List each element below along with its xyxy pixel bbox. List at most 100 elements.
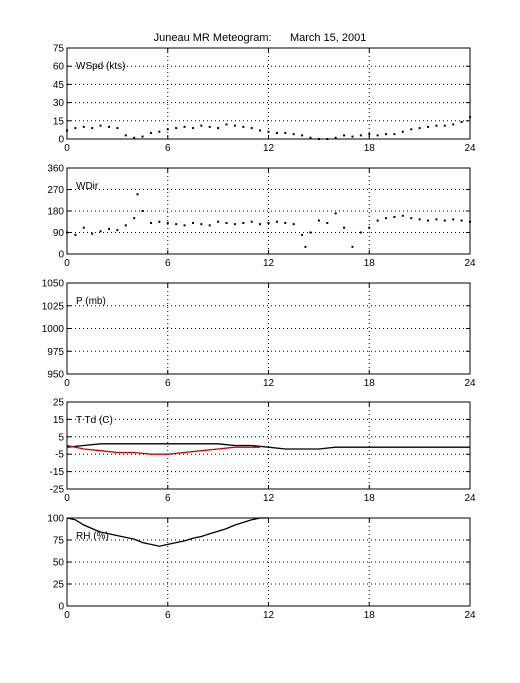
y-tick-label: 180 xyxy=(47,207,64,218)
data-point xyxy=(359,134,362,137)
data-point xyxy=(410,217,413,220)
y-tick-label: 30 xyxy=(53,98,65,109)
data-point xyxy=(376,219,379,222)
y-tick-label: 75 xyxy=(53,536,65,547)
plot-frame xyxy=(66,401,471,490)
data-point xyxy=(200,124,203,127)
panel-label: WDir xyxy=(76,181,99,192)
data-point xyxy=(427,125,430,128)
data-point xyxy=(284,131,287,134)
data-point xyxy=(452,123,455,126)
data-point xyxy=(250,127,253,130)
data-point xyxy=(443,219,446,222)
data-point xyxy=(141,210,144,212)
data-point xyxy=(275,131,278,134)
data-point xyxy=(410,128,413,131)
x-tick-label: 24 xyxy=(464,493,476,504)
data-point xyxy=(343,134,346,137)
data-point xyxy=(183,224,186,227)
data-point xyxy=(116,127,119,130)
data-point xyxy=(191,127,194,130)
data-point xyxy=(225,123,228,126)
data-point xyxy=(368,226,371,229)
x-tick-label: 18 xyxy=(364,258,376,269)
data-point xyxy=(74,233,77,236)
y-tick-label: 0 xyxy=(58,135,64,146)
data-point xyxy=(343,226,346,229)
chart-title: Juneau MR Meteogram: March 15, 2001 xyxy=(153,32,367,44)
data-point xyxy=(317,219,320,222)
data-point xyxy=(107,227,110,230)
data-point xyxy=(385,133,388,136)
panel-1: 0 6 12 18 24 0 90 180 270 360 WDir xyxy=(47,164,476,270)
data-point xyxy=(292,133,295,136)
x-tick-label: 0 xyxy=(64,258,70,269)
x-tick-label: 6 xyxy=(165,493,171,504)
x-tick-label: 12 xyxy=(263,258,275,269)
data-point xyxy=(74,127,77,130)
data-point xyxy=(136,193,139,196)
data-point xyxy=(208,125,211,128)
data-point xyxy=(175,127,178,130)
data-point xyxy=(385,217,388,220)
x-tick-label: 24 xyxy=(464,378,476,389)
x-tick-label: 12 xyxy=(263,378,275,389)
data-point xyxy=(200,223,203,226)
plot-frame xyxy=(66,47,471,140)
data-point xyxy=(124,134,127,137)
y-tick-label: 1000 xyxy=(42,324,65,335)
x-tick-label: 6 xyxy=(165,610,171,621)
data-point xyxy=(368,133,371,136)
y-tick-label: -25 xyxy=(50,485,65,496)
data-point xyxy=(183,125,186,128)
series-line-0 xyxy=(66,517,269,547)
data-point xyxy=(233,223,236,226)
data-point xyxy=(435,124,438,127)
x-tick-label: 12 xyxy=(263,493,275,504)
data-point xyxy=(460,121,463,124)
y-tick-label: 950 xyxy=(47,370,64,381)
y-tick-label: 0 xyxy=(58,250,64,261)
data-point xyxy=(275,220,278,223)
data-point xyxy=(208,224,211,227)
data-point xyxy=(326,221,329,224)
data-point xyxy=(393,133,396,136)
data-point xyxy=(334,212,337,215)
x-tick-label: 18 xyxy=(364,610,376,621)
y-tick-label: 1025 xyxy=(42,301,65,312)
series-line-1 xyxy=(66,444,261,455)
data-point xyxy=(175,223,178,226)
data-point xyxy=(242,221,245,224)
data-point xyxy=(158,220,161,223)
x-tick-label: 12 xyxy=(263,143,275,154)
data-point xyxy=(217,127,220,130)
data-point xyxy=(267,130,270,133)
data-point xyxy=(292,223,295,226)
y-tick-label: 60 xyxy=(53,62,65,73)
panel-2: 0 6 12 18 24 950 975 1000 1025 1050 P (mb) xyxy=(42,279,476,390)
data-point xyxy=(99,230,102,233)
data-point xyxy=(242,125,245,128)
x-tick-label: 0 xyxy=(64,378,70,389)
y-tick-label: 100 xyxy=(47,514,64,525)
y-tick-label: -5 xyxy=(55,450,64,461)
data-point xyxy=(217,220,220,223)
data-point xyxy=(267,221,270,224)
y-tick-label: -15 xyxy=(50,467,65,478)
data-point xyxy=(133,217,136,220)
panel-3: 0 6 12 18 24 -25 -15 -5 5 15 25 T Td (C) xyxy=(50,398,476,505)
panel-label: WSpd (kts) xyxy=(76,61,125,72)
data-point xyxy=(401,130,404,133)
data-point xyxy=(124,224,127,227)
x-tick-label: 0 xyxy=(64,610,70,621)
data-point xyxy=(284,221,287,224)
y-tick-label: 0 xyxy=(58,602,64,613)
y-tick-label: 50 xyxy=(53,558,65,569)
panel-0: 0 6 12 18 24 0 15 30 45 60 75 WSpd (kts) xyxy=(53,44,476,155)
x-tick-label: 6 xyxy=(165,143,171,154)
data-point xyxy=(82,226,85,229)
x-tick-label: 6 xyxy=(165,378,171,389)
data-point xyxy=(141,135,144,138)
data-point xyxy=(460,219,463,222)
